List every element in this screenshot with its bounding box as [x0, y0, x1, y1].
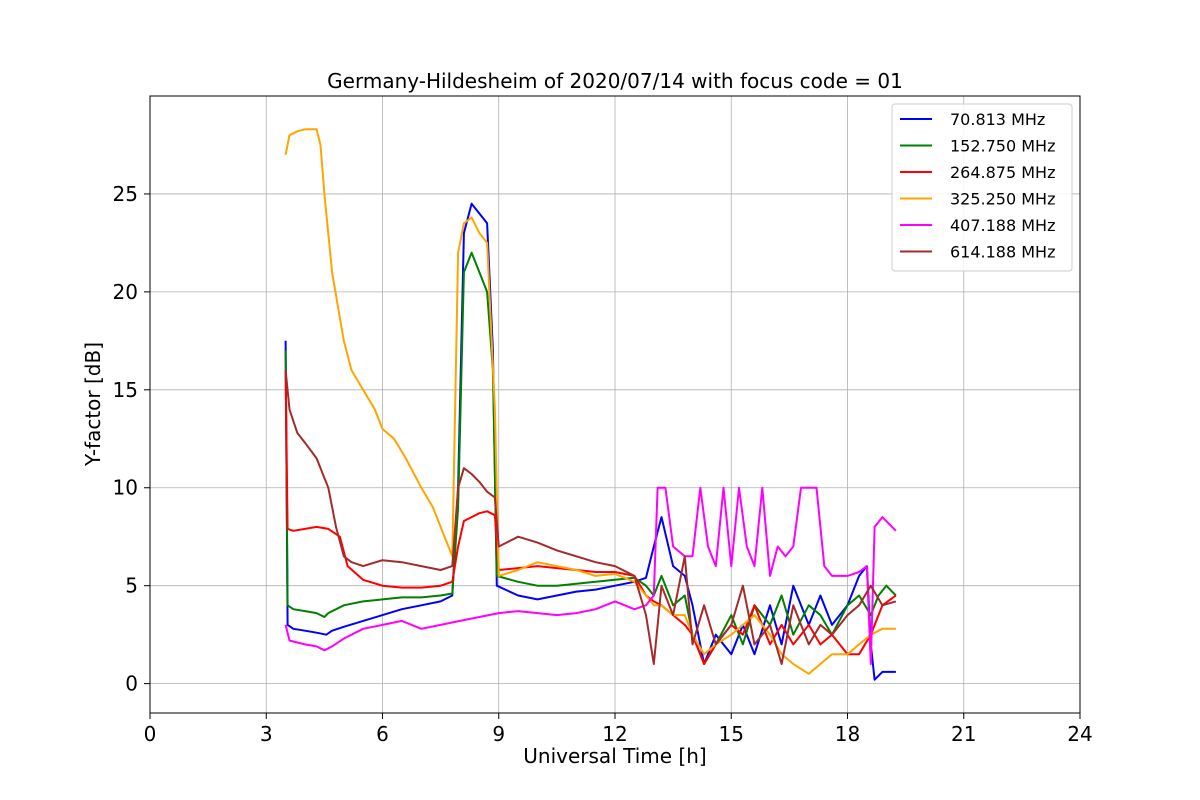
y-tick-label: 25 — [113, 182, 138, 206]
x-tick-label: 6 — [376, 722, 389, 746]
series-layer — [284, 128, 897, 681]
y-tick-label: 20 — [113, 280, 138, 304]
x-axis-label: Universal Time [h] — [523, 744, 706, 768]
y-axis-label: Y-factor [dB] — [81, 342, 105, 467]
legend-label: 325.250 MHz — [950, 190, 1055, 209]
x-tick-label: 9 — [492, 722, 505, 746]
series-line-5 — [284, 370, 897, 665]
x-tick-label: 12 — [602, 722, 627, 746]
x-tick-label: 15 — [719, 722, 744, 746]
legend-box — [891, 103, 1073, 272]
legend-label: 614.188 MHz — [950, 243, 1055, 262]
x-tick-label: 21 — [951, 722, 976, 746]
legend-label: 70.813 MHz — [950, 110, 1045, 129]
y-tick-label: 10 — [113, 476, 138, 500]
x-tick-label: 0 — [144, 722, 157, 746]
y-tick-label: 15 — [113, 378, 138, 402]
series-line-2 — [284, 370, 897, 665]
x-tick-label: 24 — [1067, 722, 1092, 746]
legend-label: 264.875 MHz — [950, 163, 1055, 182]
legend: 70.813 MHz 152.750 MHz 264.875 MHz 325.250 … — [891, 103, 1073, 272]
y-tick-label: 0 — [125, 672, 138, 696]
axis-ticks: 0 3 6 9 12 15 18 21 24 0 5 10 15 20 25 — [113, 182, 1093, 746]
legend-label: 152.750 MHz — [950, 137, 1055, 156]
series-line-1 — [284, 251, 897, 665]
chart-title: Germany-Hildesheim of 2020/07/14 with fo… — [327, 69, 903, 93]
series-line-4 — [284, 486, 897, 665]
legend-label: 407.188 MHz — [950, 216, 1055, 235]
x-tick-label: 3 — [260, 722, 273, 746]
series-line-3 — [284, 128, 896, 675]
x-tick-label: 18 — [835, 722, 860, 746]
y-tick-label: 5 — [125, 574, 138, 598]
